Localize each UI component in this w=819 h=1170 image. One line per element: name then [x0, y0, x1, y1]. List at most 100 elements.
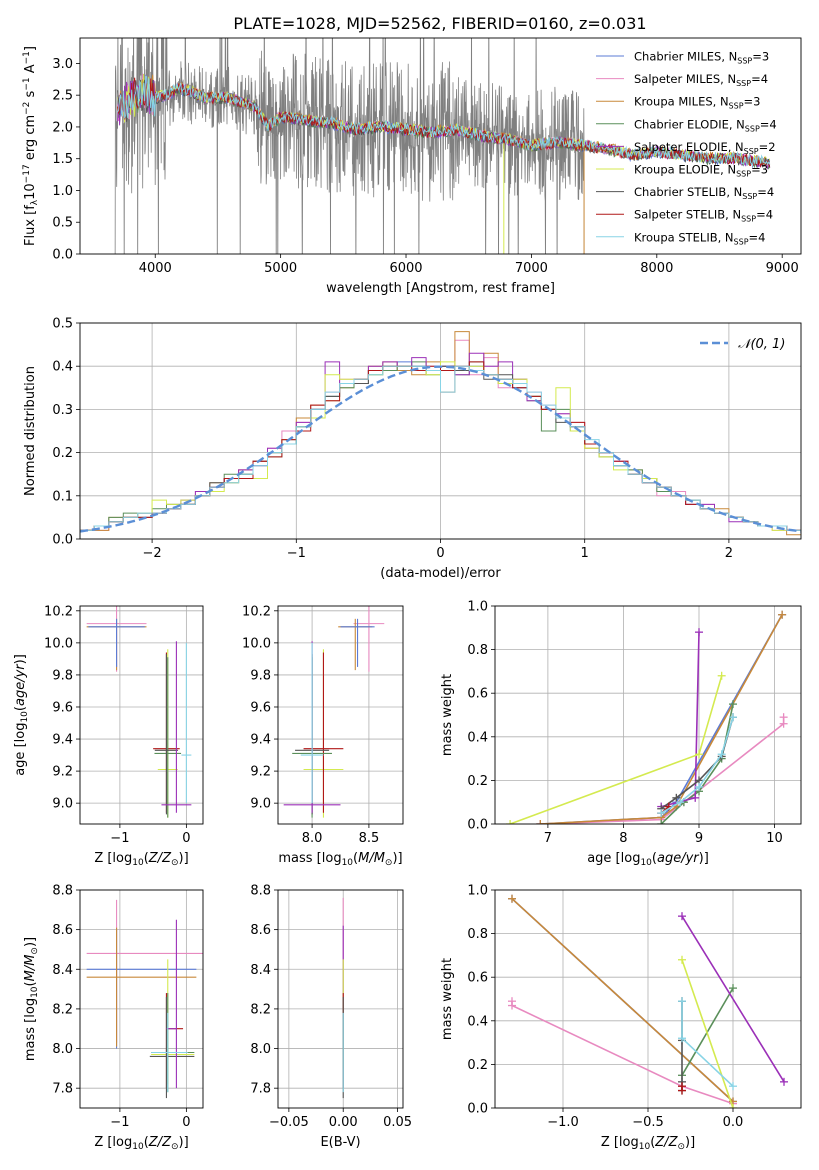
- y-tick-label: 9.8: [250, 668, 271, 683]
- weight-line-salpeter-elodie: [681, 915, 785, 1083]
- x-tick-label: 2: [725, 546, 733, 561]
- y-tick-label: 1.5: [52, 152, 73, 167]
- x-tick-label: 8: [619, 831, 627, 846]
- y-tick-label: 10.2: [242, 604, 271, 619]
- y-tick-label: 8.8: [250, 884, 271, 899]
- y-tick-label: 7.8: [250, 1082, 271, 1097]
- weight-vs-age-panel: 7 8 9 10 0.0 0.2 0.4 0.6 0.8 1.0 age [log10(age/yr…: [440, 600, 802, 868]
- x-axis-label: mass [log10(M/M⊙)]: [278, 851, 402, 868]
- axes-frame: [494, 889, 802, 1109]
- residual-histogram-panel: −2 −1 0 1 2 0.0 0.1 0.2 0.3 0.4 0.5 𝒩(0, 1) (data-mo…: [23, 317, 802, 581]
- y-tick-label: 9.2: [52, 765, 73, 780]
- y-tick-label: 0.6: [467, 971, 488, 986]
- y-tick-label: 0.4: [467, 730, 488, 745]
- weight-line-kroupa-miles: [540, 614, 783, 824]
- x-tick-label: −1: [287, 546, 306, 561]
- y-tick-label: 10.0: [242, 636, 271, 651]
- x-tick-label: −2: [143, 546, 162, 561]
- x-tick-label: 7000: [515, 261, 548, 276]
- x-tick-label: 7: [544, 831, 552, 846]
- plot-area: [86, 899, 203, 1099]
- y-tick-label: 8.0: [52, 1042, 73, 1057]
- x-tick-label: 0: [182, 831, 190, 846]
- x-tick-label: 6000: [389, 261, 422, 276]
- y-tick-label: 8.2: [52, 1002, 73, 1017]
- plot-area: [80, 331, 801, 539]
- legend-entry: Chabrier ELODIE, NSSP=4: [634, 117, 777, 133]
- y-tick-label: 8.8: [52, 884, 73, 899]
- x-axis-label: Z [log10(Z/Z⊙)]: [94, 1135, 188, 1152]
- legend-entry: Salpeter MILES, NSSP=4: [634, 72, 768, 88]
- x-tick-label: 0: [182, 1115, 190, 1130]
- axes-frame: [277, 889, 404, 1109]
- plot-area: [283, 606, 385, 818]
- spectrum-panel: 4000 5000 6000 7000 8000 9000 0.0 0.5 1.0 1.5 2.0 2…: [22, 37, 802, 296]
- model-line-kroupa-stelib: [117, 75, 771, 168]
- y-tick-label: 9.4: [250, 733, 271, 748]
- weight-line-kroupa-stelib: [681, 1001, 734, 1087]
- y-tick-label: 1.0: [467, 600, 488, 615]
- plot-area: [86, 606, 192, 818]
- y-tick-label: 8.6: [52, 923, 73, 938]
- x-axis-label: Z [log10(Z/Z⊙)]: [94, 851, 188, 868]
- y-tick-label: 8.4: [250, 963, 271, 978]
- y-tick-label: 0.5: [52, 317, 73, 332]
- x-tick-label: −1: [110, 831, 129, 846]
- legend-entry: Kroupa ELODIE, NSSP=3: [634, 163, 768, 179]
- y-tick-label: 10.0: [44, 636, 73, 651]
- y-tick-label: 3.0: [52, 57, 73, 72]
- legend-entry: Salpeter STELIB, NSSP=4: [634, 208, 773, 224]
- y-tick-label: 8.2: [250, 1002, 271, 1017]
- x-tick-label: 0.00: [329, 1115, 358, 1130]
- axes-frame: [277, 605, 404, 825]
- weight-line-kroupa-elodie: [509, 675, 723, 824]
- y-axis-label: mass weight: [440, 674, 455, 756]
- y-axis-label: mass [log10(M/M⊙)]: [23, 937, 40, 1061]
- x-tick-label: 8000: [640, 261, 673, 276]
- age-vs-metallicity-panel: −1 0 9.0 9.2 9.4 9.6 9.8 10.0 10.2 Z [log10(Z/Z⊙)…: [13, 604, 204, 868]
- weight-line-kroupa-elodie: [681, 959, 734, 1108]
- legend-entry: Chabrier MILES, NSSP=3: [634, 50, 769, 66]
- x-tick-label: 0.05: [383, 1115, 412, 1130]
- y-tick-label: 0.0: [52, 533, 73, 548]
- y-tick-label: 0.1: [52, 489, 73, 504]
- x-axis-label: wavelength [Angstrom, rest frame]: [326, 281, 555, 296]
- y-tick-label: 0.0: [467, 1102, 488, 1117]
- y-tick-label: 0.2: [52, 446, 73, 461]
- y-axis-label: mass weight: [440, 958, 455, 1040]
- y-tick-label: 0.5: [52, 216, 73, 231]
- age-vs-mass-panel: 8.0 8.5 9.0 9.2 9.4 9.6 9.8 10.0 10.2 mass [log10…: [242, 604, 404, 868]
- legend-entry: Kroupa MILES, NSSP=3: [634, 95, 760, 111]
- y-tick-label: 8.0: [250, 1042, 271, 1057]
- axes-frame: [494, 605, 802, 825]
- axes-frame: [79, 37, 802, 255]
- x-tick-label: 4000: [139, 261, 172, 276]
- y-tick-label: 8.4: [52, 963, 73, 978]
- histogram-kroupa-stelib: [80, 365, 801, 539]
- y-axis-label: age [log10(age/yr)]: [13, 654, 30, 776]
- normal-curve: [80, 365, 801, 533]
- x-axis-label: Z [log10(Z/Z⊙)]: [601, 1135, 695, 1152]
- x-tick-label: −1.0: [547, 1115, 579, 1130]
- y-tick-label: 0.8: [467, 927, 488, 942]
- y-tick-label: 9.6: [250, 700, 271, 715]
- y-tick-label: 0.0: [52, 248, 73, 263]
- weight-line-salpeter-miles: [511, 1001, 734, 1105]
- y-tick-label: 0.3: [52, 403, 73, 418]
- y-tick-label: 2.0: [52, 120, 73, 135]
- y-tick-label: 9.4: [52, 733, 73, 748]
- y-tick-label: 0.2: [467, 774, 488, 789]
- weight-vs-metallicity-panel: −1.0 −0.5 0.0 0.0 0.2 0.4 0.6 0.8 1.0 Z [log10(Z/…: [440, 884, 802, 1152]
- x-tick-label: 10: [766, 831, 783, 846]
- x-tick-label: 8.5: [359, 831, 380, 846]
- x-tick-label: −0.05: [269, 1115, 309, 1130]
- legend-entry: 𝒩(0, 1): [738, 337, 785, 352]
- y-tick-label: 1.0: [467, 884, 488, 899]
- plot-area: [114, 38, 771, 254]
- x-tick-label: 1: [581, 546, 589, 561]
- x-tick-label: 8.0: [302, 831, 323, 846]
- x-axis-label: (data-model)/error: [380, 566, 501, 581]
- weight-line-chabrier-miles: [540, 614, 783, 824]
- y-tick-label: 7.8: [52, 1082, 73, 1097]
